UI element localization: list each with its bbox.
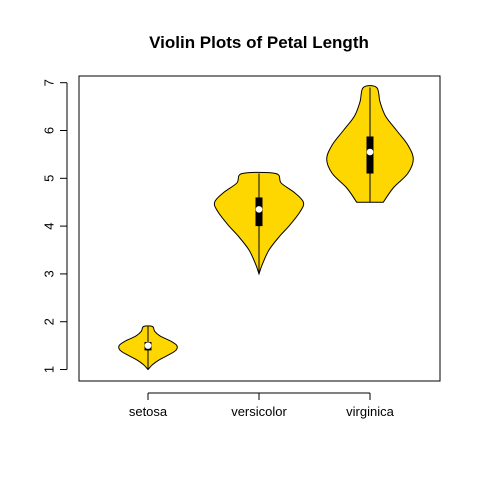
y-axis: 1 2 3 4 5 6 7 bbox=[41, 79, 68, 373]
violin-median-setosa bbox=[144, 342, 152, 349]
y-tick-label: 6 bbox=[41, 127, 56, 134]
y-tick-label: 7 bbox=[41, 79, 56, 86]
x-tick-label: versicolor bbox=[231, 404, 287, 419]
x-tick-label: setosa bbox=[129, 404, 168, 419]
plot-frame bbox=[78, 75, 441, 382]
y-tick-label: 2 bbox=[41, 318, 56, 325]
y-tick-label: 1 bbox=[41, 366, 56, 373]
violin-median-versicolor bbox=[255, 206, 263, 213]
y-tick-label: 4 bbox=[41, 222, 56, 229]
chart-title: Violin Plots of Petal Length bbox=[149, 33, 369, 52]
violins-group bbox=[118, 85, 414, 371]
x-tick-label: virginica bbox=[346, 404, 394, 419]
y-tick-label: 5 bbox=[41, 175, 56, 182]
y-tick-label: 3 bbox=[41, 270, 56, 277]
x-axis: setosa versicolor virginica bbox=[129, 392, 395, 419]
violin-median-virginica bbox=[366, 148, 374, 156]
